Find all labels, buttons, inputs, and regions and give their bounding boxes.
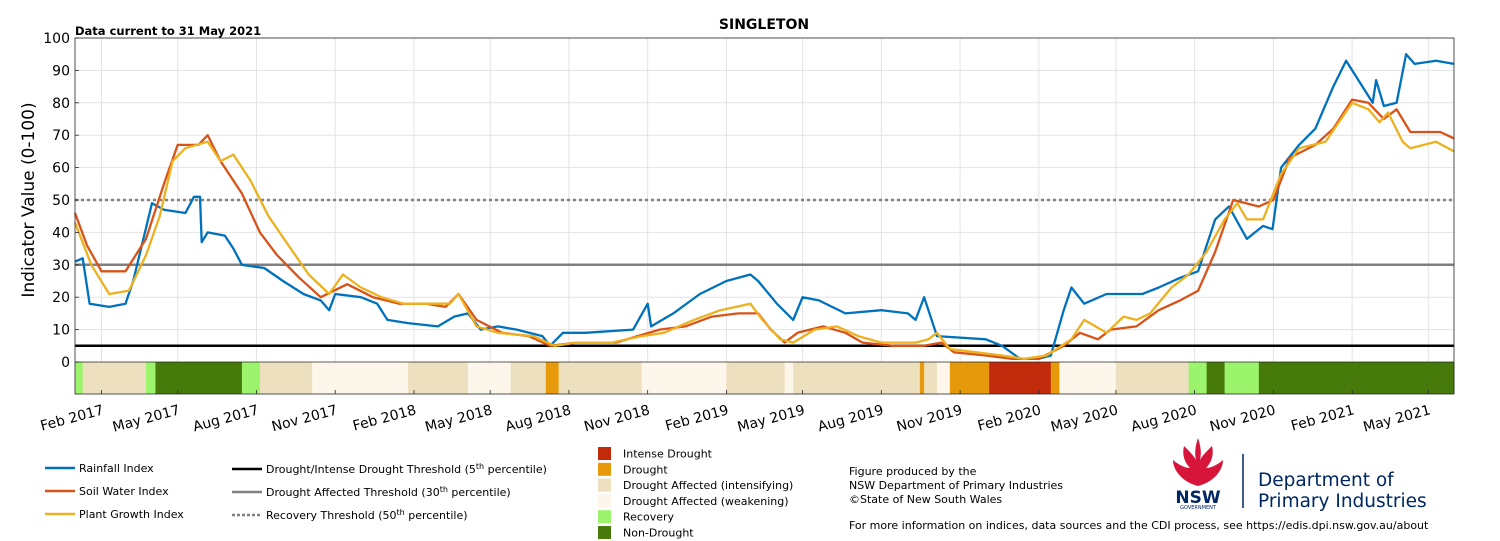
- credits-block: Figure produced by the NSW Department of…: [849, 465, 1063, 507]
- status-segment: [1206, 362, 1225, 394]
- legend-series-label: Soil Water Index: [79, 485, 169, 498]
- status-segment: [793, 362, 921, 394]
- y-tick-label: 90: [52, 63, 70, 79]
- credits-line-1: Figure produced by the: [849, 465, 977, 478]
- legend-status-label: Drought Affected (intensifying): [623, 479, 793, 492]
- status-segment: [1188, 362, 1208, 394]
- status-segment: [241, 362, 261, 394]
- series-line: [73, 101, 1455, 360]
- chart-title: SINGLETON: [719, 17, 809, 33]
- status-segment: [155, 362, 243, 394]
- status-segment: [558, 362, 643, 394]
- data-current-label: Data current to 31 May 2021: [75, 24, 261, 38]
- x-tick-label: Feb 2019: [664, 402, 731, 434]
- x-tick-label: May 2019: [736, 402, 807, 435]
- government-wordmark: GOVERNMENT: [1180, 505, 1217, 511]
- legend-status-swatch: [598, 526, 611, 539]
- status-segment: [726, 362, 786, 394]
- status-segment: [545, 362, 560, 394]
- status-segment: [259, 362, 313, 394]
- status-segment: [467, 362, 512, 394]
- legend-status-label: Non-Drought: [623, 527, 694, 540]
- legend: Rainfall Index Soil Water Index Plant Grow…: [45, 447, 793, 540]
- credits-line-2: NSW Department of Primary Industries: [849, 479, 1064, 492]
- status-segment: [641, 362, 727, 394]
- nsw-wordmark: NSW: [1175, 488, 1220, 508]
- legend-threshold-label: Recovery Threshold (50th percentile): [266, 508, 468, 522]
- y-tick-label: 50: [52, 193, 70, 209]
- x-tick-label: May 2018: [423, 402, 494, 435]
- status-segment: [312, 362, 409, 394]
- x-tick-label: Nov 2020: [1208, 402, 1277, 435]
- y-tick-label: 0: [61, 355, 70, 371]
- department-line-2: Primary Industries: [1258, 491, 1427, 512]
- series-line: [73, 98, 1455, 360]
- y-tick-label: 80: [52, 96, 70, 112]
- x-tick-label: Aug 2020: [1129, 402, 1198, 435]
- legend-series-label: Plant Growth Index: [79, 508, 184, 521]
- legend-threshold-label: Drought/Intense Drought Threshold (5th p…: [266, 462, 547, 476]
- y-tick-label: 70: [52, 128, 70, 144]
- legend-status-swatch: [598, 478, 611, 492]
- status-segment: [1258, 362, 1455, 394]
- status-segment: [510, 362, 547, 394]
- status-segment: [949, 362, 990, 394]
- plot-frame: [74, 37, 1455, 395]
- legend-status-swatch: [598, 494, 611, 508]
- legend-status-label: Intense Drought: [623, 448, 713, 461]
- x-tick-label: May 2021: [1362, 402, 1433, 435]
- status-segment: [146, 362, 156, 394]
- legend-status-label: Drought: [623, 463, 668, 476]
- legend-status-label: Recovery: [623, 511, 674, 524]
- credits-line-3: ©State of New South Wales: [849, 493, 1003, 506]
- x-tick-label: Aug 2018: [504, 402, 573, 435]
- more-info-text: For more information on indices, data so…: [849, 519, 1429, 532]
- y-tick-label: 30: [52, 258, 70, 274]
- legend-threshold-label: Drought Affected Threshold (30th percent…: [266, 485, 511, 499]
- x-tick-label: Feb 2017: [39, 402, 106, 434]
- x-tick-label: May 2020: [1049, 402, 1120, 435]
- y-tick-label: 60: [52, 161, 70, 177]
- status-segment: [1224, 362, 1260, 394]
- threshold-lines: [75, 198, 1454, 348]
- status-segment: [936, 362, 951, 394]
- x-tick-label: May 2017: [111, 402, 182, 435]
- x-tick-label: Aug 2017: [191, 402, 260, 435]
- x-tick-label: Nov 2019: [895, 402, 964, 435]
- status-segment: [1115, 362, 1190, 394]
- x-tick-label: Feb 2020: [976, 402, 1043, 434]
- status-segment: [919, 362, 925, 394]
- status-segment: [1059, 362, 1117, 394]
- y-tick-label: 40: [52, 225, 70, 241]
- series-line: [74, 53, 1455, 360]
- legend-status-swatch: [598, 510, 611, 524]
- y-axis-title: Indicator Value (0-100): [19, 102, 39, 297]
- x-tick-label: Aug 2019: [816, 402, 885, 435]
- status-segment: [989, 362, 1052, 394]
- series-lines: [73, 53, 1455, 360]
- y-tick-label: 20: [52, 290, 70, 306]
- status-segment: [784, 362, 794, 394]
- waratah-emblem: [1173, 438, 1223, 486]
- legend-status-swatch: [598, 447, 611, 460]
- x-tick-label: Nov 2017: [270, 402, 339, 435]
- status-segment: [407, 362, 469, 394]
- legend-series-label: Rainfall Index: [79, 462, 154, 475]
- x-tick-label: Feb 2018: [351, 402, 418, 434]
- department-name: Department of Primary Industries: [1258, 470, 1427, 512]
- y-tick-label: 10: [52, 323, 70, 339]
- status-segment: [82, 362, 147, 394]
- status-segment: [1050, 362, 1060, 394]
- x-tick-label: Feb 2021: [1289, 402, 1356, 434]
- legend-status-swatch: [598, 462, 611, 476]
- legend-status-label: Drought Affected (weakening): [623, 495, 789, 508]
- status-bar: [75, 362, 1455, 394]
- department-line-1: Department of: [1258, 470, 1394, 491]
- status-segment: [924, 362, 938, 394]
- y-tick-label: 100: [43, 31, 70, 47]
- x-tick-label: Nov 2018: [582, 402, 651, 435]
- status-segment: [75, 362, 84, 394]
- nsw-logo: NSW GOVERNMENT: [1173, 438, 1223, 511]
